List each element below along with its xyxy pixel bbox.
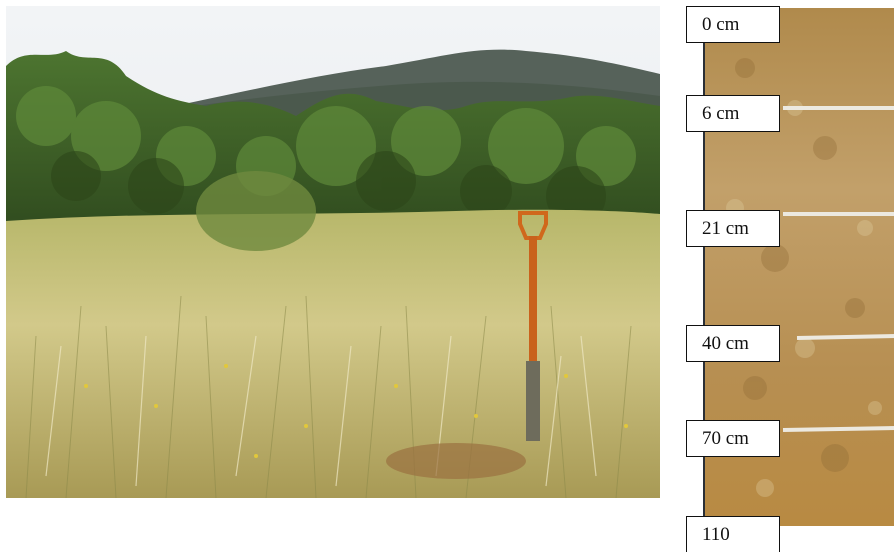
depth-label-6: 6 cm: [686, 95, 780, 132]
depth-label-21: 21 cm: [686, 210, 780, 247]
depth-label-0: 0 cm: [686, 6, 780, 43]
meadow-scene: [6, 6, 660, 498]
landscape-photo: [6, 6, 660, 498]
depth-label-40: 40 cm: [686, 325, 780, 362]
depth-label-70: 70 cm: [686, 420, 780, 457]
meadow-grass: [6, 209, 660, 498]
depth-label-110: 110: [686, 516, 780, 552]
horizon-markers: [782, 106, 894, 432]
dug-soil: [386, 443, 526, 479]
spade-icon: [518, 211, 548, 441]
bush: [196, 171, 316, 251]
